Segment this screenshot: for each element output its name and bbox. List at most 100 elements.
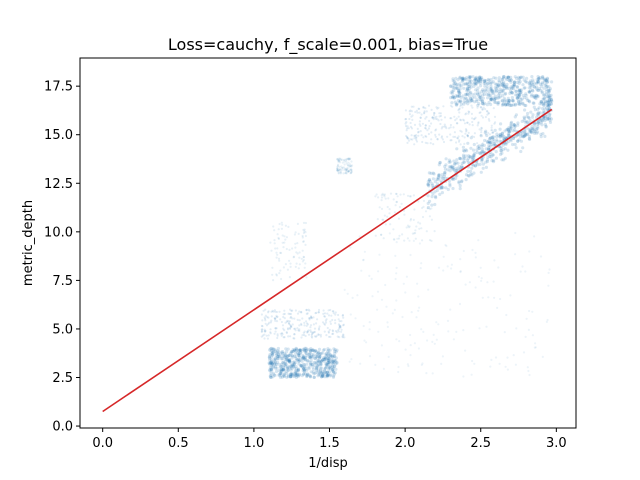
scatter-point (337, 323, 340, 326)
scatter-point (293, 337, 296, 340)
scatter-point (419, 116, 422, 119)
scatter-point (421, 362, 424, 365)
scatter-point (534, 346, 537, 349)
scatter-point (306, 359, 310, 363)
scatter-point (434, 117, 438, 120)
scatter-point (536, 75, 540, 79)
scatter-point (297, 360, 301, 364)
scatter-point (417, 134, 420, 137)
scatter-point (500, 77, 504, 82)
scatter-point (336, 169, 339, 172)
scatter-point (317, 350, 321, 354)
scatter-point (504, 103, 508, 107)
scatter-point (545, 85, 549, 89)
scatter-point (469, 146, 473, 150)
scatter-point (493, 100, 497, 104)
scatter-point (279, 368, 283, 372)
scatter-point (342, 324, 345, 327)
scatter-point (305, 320, 308, 323)
scatter-point (435, 106, 438, 109)
y-axis-ticks: 0.02.55.07.510.012.515.017.5 (44, 80, 80, 435)
scatter-point (488, 80, 492, 84)
scatter-point (270, 249, 273, 252)
scatter-point (325, 318, 328, 321)
scatter-point (478, 327, 481, 330)
scatter-point (448, 127, 451, 130)
scatter-point (350, 165, 353, 168)
scatter-point (492, 140, 496, 144)
scatter-point (311, 348, 315, 352)
scatter-point (514, 102, 518, 106)
scatter-point (272, 310, 275, 313)
scatter-point (413, 134, 416, 137)
scatter-point (457, 90, 461, 94)
scatter-point (288, 248, 291, 251)
scatter-point (273, 332, 276, 335)
scatter-point (512, 84, 517, 88)
scatter-point (504, 85, 508, 89)
scatter-point (329, 335, 332, 338)
scatter-point (327, 357, 331, 361)
scatter-point (322, 356, 326, 360)
scatter-point (294, 373, 299, 377)
scatter-point (546, 88, 551, 92)
scatter-point (271, 353, 275, 357)
scatter-point (315, 350, 319, 354)
scatter-point (296, 353, 300, 357)
scatter-point (511, 98, 515, 103)
scatter-point (455, 330, 458, 333)
scatter-point (502, 134, 506, 138)
scatter-point (486, 81, 490, 86)
scatter-point (431, 177, 435, 181)
scatter-point (502, 137, 506, 141)
scatter-point (263, 330, 266, 333)
scatter-point (495, 135, 499, 139)
scatter-point (473, 132, 476, 135)
scatter-point (404, 124, 408, 128)
scatter-point (489, 140, 493, 144)
scatter-point (471, 93, 475, 97)
scatter-point (323, 315, 327, 318)
scatter-point (266, 337, 269, 340)
scatter-point (507, 78, 511, 82)
scatter-point (318, 355, 322, 359)
scatter-point (294, 265, 297, 268)
scatter-point (311, 354, 315, 358)
scatter-point (327, 370, 332, 374)
scatter-point (509, 294, 512, 297)
scatter-point (452, 338, 455, 341)
scatter-point (464, 154, 468, 158)
scatter-point (466, 102, 470, 106)
scatter-point (336, 157, 339, 161)
scatter-point (334, 362, 338, 366)
scatter-point (422, 112, 426, 115)
scatter-point (536, 122, 540, 126)
scatter-point (405, 134, 408, 138)
scatter-point (469, 97, 473, 101)
scatter-point (281, 241, 284, 244)
scatter-point (527, 86, 531, 90)
scatter-point (288, 326, 291, 329)
scatter-point (284, 362, 288, 366)
scatter-point (336, 163, 340, 166)
scatter-point (546, 92, 550, 96)
scatter-point (378, 253, 381, 256)
scatter-point (409, 121, 412, 125)
scatter-point (510, 91, 514, 95)
scatter-point (392, 238, 395, 241)
scatter-point (507, 78, 511, 83)
scatter-point (437, 173, 441, 177)
scatter-point (410, 127, 414, 130)
scatter-point (269, 360, 273, 364)
scatter-point (525, 120, 529, 124)
scatter-point (493, 115, 497, 118)
scatter-point (501, 143, 505, 147)
scatter-point (505, 128, 509, 132)
scatter-point (537, 106, 541, 110)
scatter-point (545, 80, 550, 84)
scatter-point (457, 135, 460, 138)
scatter-point (338, 168, 342, 171)
scatter-point (434, 129, 437, 132)
scatter-point (521, 265, 524, 268)
scatter-point (492, 92, 496, 96)
